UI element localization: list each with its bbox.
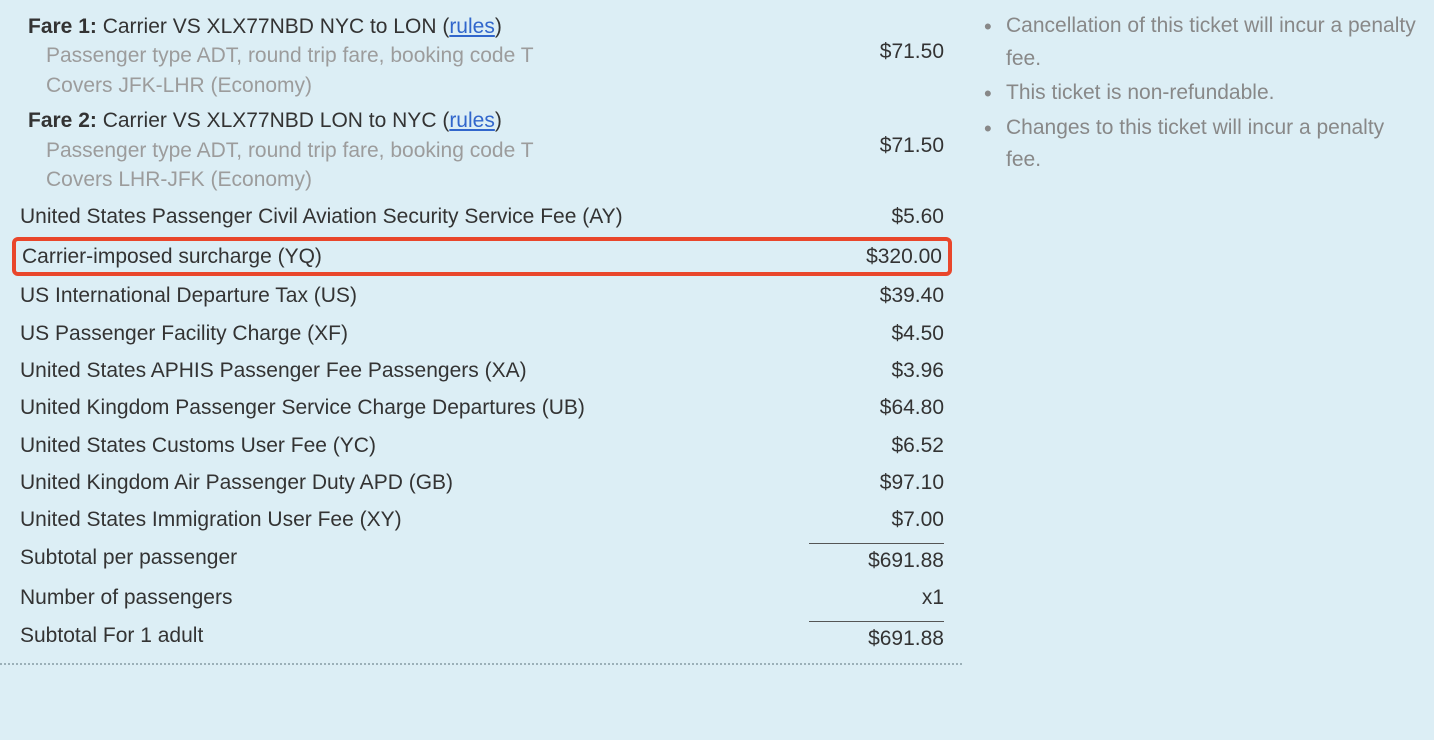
total-amount: x1 bbox=[824, 583, 944, 612]
total-description: Number of passengers bbox=[20, 583, 824, 612]
fee-description: United States APHIS Passenger Fee Passen… bbox=[20, 356, 824, 385]
fare-2-rules-link[interactable]: rules bbox=[449, 109, 495, 132]
fee-amount: $4.50 bbox=[824, 319, 944, 348]
fee-line-item: United Kingdom Passenger Service Charge … bbox=[0, 389, 962, 426]
fare-1-title: Fare 1: Carrier VS XLX77NBD NYC to LON (… bbox=[28, 12, 804, 41]
ticket-notice-item: Cancellation of this ticket will incur a… bbox=[982, 10, 1422, 75]
total-amount: $691.88 bbox=[809, 621, 944, 653]
fee-line-item: United States Customs User Fee (YC)$6.52 bbox=[0, 427, 962, 464]
fare-1-subline-2: Covers JFK-LHR (Economy) bbox=[28, 71, 804, 100]
fee-description: Carrier-imposed surcharge (YQ) bbox=[22, 242, 822, 271]
total-line-item: Subtotal per passenger$691.88 bbox=[0, 539, 962, 579]
ticket-notice-item: This ticket is non-refundable. bbox=[982, 77, 1422, 110]
fare-block-2: Fare 2: Carrier VS XLX77NBD LON to NYC (… bbox=[0, 104, 962, 198]
fee-description: United Kingdom Passenger Service Charge … bbox=[20, 393, 824, 422]
fee-line-item: US International Departure Tax (US)$39.4… bbox=[0, 277, 962, 314]
total-line-item: Number of passengersx1 bbox=[0, 579, 962, 616]
fee-line-item: United States APHIS Passenger Fee Passen… bbox=[0, 352, 962, 389]
fee-amount: $3.96 bbox=[824, 356, 944, 385]
subtotal-divider bbox=[809, 621, 944, 622]
fee-amount: $64.80 bbox=[824, 393, 944, 422]
fare-2-price: $71.50 bbox=[804, 106, 944, 158]
fare-block-1: Fare 1: Carrier VS XLX77NBD NYC to LON (… bbox=[0, 10, 962, 104]
fee-amount: $5.60 bbox=[824, 202, 944, 231]
total-line-item: Subtotal For 1 adult$691.88 bbox=[0, 617, 962, 657]
total-description: Subtotal For 1 adult bbox=[20, 621, 809, 650]
fare-2-subline-1: Passenger type ADT, round trip fare, boo… bbox=[28, 136, 804, 165]
fee-line-item: United States Passenger Civil Aviation S… bbox=[0, 198, 962, 235]
fee-amount: $320.00 bbox=[822, 242, 942, 271]
fee-description: United Kingdom Air Passenger Duty APD (G… bbox=[20, 468, 824, 497]
fee-description: United States Immigration User Fee (XY) bbox=[20, 505, 824, 534]
section-divider-dotted bbox=[0, 663, 962, 665]
ticket-notice-item: Changes to this ticket will incur a pena… bbox=[982, 112, 1422, 177]
total-amount: $691.88 bbox=[809, 543, 944, 575]
highlighted-fee-box: Carrier-imposed surcharge (YQ)$320.00 bbox=[12, 237, 952, 276]
fee-line-item: United States Immigration User Fee (XY)$… bbox=[0, 501, 962, 538]
fare-breakdown-left: Fare 1: Carrier VS XLX77NBD NYC to LON (… bbox=[0, 0, 962, 665]
fee-line-item: Carrier-imposed surcharge (YQ)$320.00 bbox=[22, 242, 942, 271]
fare-breakdown-container: Fare 1: Carrier VS XLX77NBD NYC to LON (… bbox=[0, 0, 1434, 665]
total-description: Subtotal per passenger bbox=[20, 543, 809, 572]
fare-1-price: $71.50 bbox=[804, 12, 944, 64]
fee-amount: $7.00 bbox=[824, 505, 944, 534]
fare-1-rules-link[interactable]: rules bbox=[449, 15, 495, 38]
subtotal-divider bbox=[809, 543, 944, 544]
fee-description: United States Customs User Fee (YC) bbox=[20, 431, 824, 460]
fare-2-subline-2: Covers LHR-JFK (Economy) bbox=[28, 165, 804, 194]
ticket-notices: Cancellation of this ticket will incur a… bbox=[962, 0, 1422, 665]
fee-description: US Passenger Facility Charge (XF) bbox=[20, 319, 824, 348]
fee-amount: $39.40 bbox=[824, 281, 944, 310]
fee-line-item: United Kingdom Air Passenger Duty APD (G… bbox=[0, 464, 962, 501]
fee-description: US International Departure Tax (US) bbox=[20, 281, 824, 310]
fee-line-item: US Passenger Facility Charge (XF)$4.50 bbox=[0, 315, 962, 352]
fee-amount: $6.52 bbox=[824, 431, 944, 460]
fee-amount: $97.10 bbox=[824, 468, 944, 497]
fare-1-subline-1: Passenger type ADT, round trip fare, boo… bbox=[28, 41, 804, 70]
fare-2-title: Fare 2: Carrier VS XLX77NBD LON to NYC (… bbox=[28, 106, 804, 135]
fee-description: United States Passenger Civil Aviation S… bbox=[20, 202, 824, 231]
